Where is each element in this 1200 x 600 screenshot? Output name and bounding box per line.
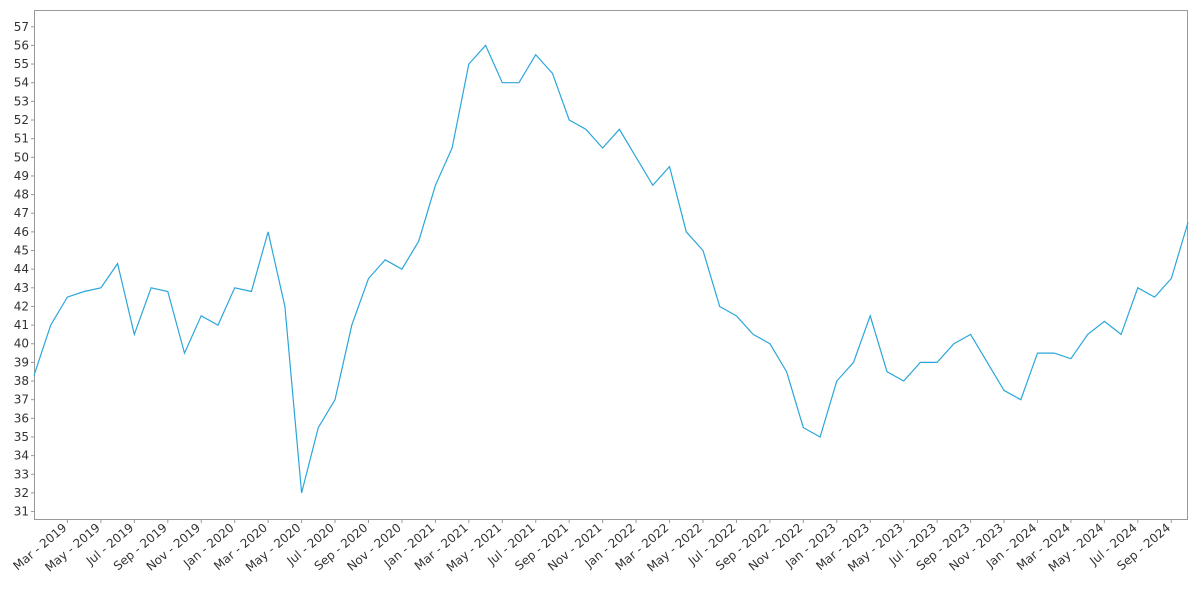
y-tick-label: 47: [14, 206, 29, 220]
y-tick-label: 53: [14, 94, 29, 108]
y-tick-label: 43: [14, 281, 29, 295]
y-tick-label: 35: [14, 430, 29, 444]
y-tick-label: 41: [14, 318, 29, 332]
y-tick-label: 38: [14, 374, 29, 388]
y-tick-label: 32: [14, 486, 29, 500]
y-tick-label: 52: [14, 113, 29, 127]
y-tick-label: 42: [14, 299, 29, 313]
y-tick-label: 50: [14, 150, 29, 164]
y-tick-label: 36: [14, 411, 29, 425]
data-line: [33, 44, 1189, 494]
y-tick-label: 54: [14, 76, 29, 90]
y-tick-label: 46: [14, 225, 29, 239]
y-tick-label: 37: [14, 393, 29, 407]
y-tick-label: 34: [14, 449, 29, 463]
y-tick-label: 55: [14, 57, 29, 71]
plot-frame: [34, 10, 1188, 520]
y-tick-label: 51: [14, 132, 29, 146]
y-tick-label: 40: [14, 337, 29, 351]
y-tick-label: 49: [14, 169, 29, 183]
y-tick-label: 39: [14, 355, 29, 369]
y-tick-label: 44: [14, 262, 29, 276]
y-tick-label: 56: [14, 38, 29, 52]
y-tick-label: 57: [14, 20, 29, 34]
y-tick-label: 31: [14, 505, 29, 519]
y-tick-label: 45: [14, 244, 29, 258]
y-tick-label: 48: [14, 188, 29, 202]
y-tick-label: 33: [14, 467, 29, 481]
